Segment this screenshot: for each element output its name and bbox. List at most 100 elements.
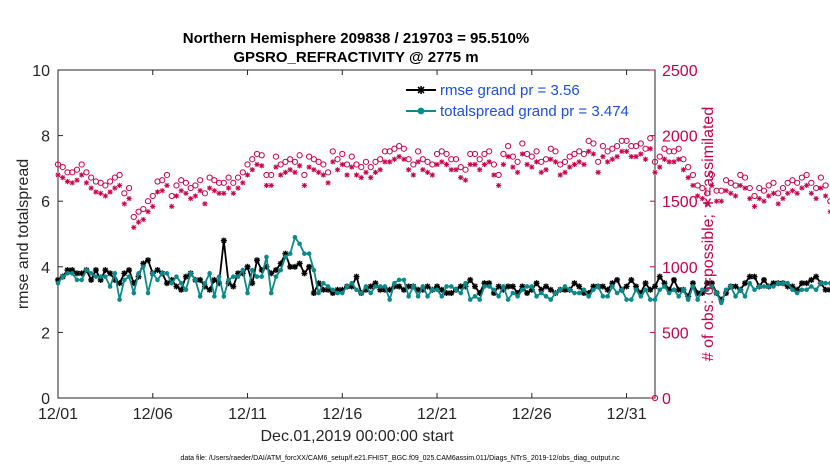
assimilated-obs-point [349,164,355,170]
possible-obs-point [249,156,256,163]
possible-obs-point [130,213,137,221]
assimilated-obs-point [334,167,341,173]
possible-obs-point [794,179,801,186]
rmse-point [296,260,303,267]
assimilated-obs-point [728,190,734,196]
possible-obs-point [741,174,749,181]
assimilated-obs-point [557,172,563,178]
assimilated-obs-point [249,167,255,173]
rmse-point [751,273,758,280]
assimilated-obs-point [353,172,360,178]
assimilated-obs-point [112,185,118,191]
assimilated-obs-point [443,161,450,168]
totalspread-point [548,297,554,302]
totalspread-point [197,294,203,299]
totalspread-point [169,280,175,286]
rmse-point [732,283,739,290]
y-axis-right-label: # of obs: o=possible; ∗=assimilated [700,107,717,361]
rmse-point [547,286,554,293]
rmse-point [291,263,298,270]
possible-obs-point [779,184,787,192]
rmse-point [576,283,583,290]
assimilated-obs-point [690,182,696,189]
possible-obs-point [708,171,715,179]
possible-obs-point [552,148,559,155]
possible-obs-point [291,158,299,165]
rmse-point [97,276,104,283]
totalspread-point [804,287,809,293]
possible-obs-point [78,161,85,168]
rmse-point [647,286,654,293]
rmse-point [704,280,711,287]
possible-obs-point [234,174,242,181]
totalspread-point [425,294,430,299]
y-tick-label: 4 [41,260,50,277]
assimilated-obs-point [88,185,94,191]
totalspread-point [392,280,397,286]
totalspread-point [240,267,246,273]
totalspread-point [681,287,686,293]
totalspread-point [159,271,165,276]
possible-obs-point [675,145,682,152]
totalspread-point [216,274,222,279]
totalspread-point [434,287,440,293]
assimilated-obs-point [543,167,549,173]
totalspread-point [591,287,596,293]
assimilated-obs-point [524,161,530,168]
possible-obs-point [391,145,398,152]
possible-obs-point [69,169,76,176]
assimilated-obs-point [581,161,587,168]
possible-obs-point [358,163,365,171]
x-axis-label: Dec.01,2019 00:00:00 start [260,428,454,445]
assimilated-obs-point [382,159,388,165]
assimilated-obs-point [235,185,241,191]
chart-title: Northern Hemisphere 209838 / 219703 = 95… [183,30,529,47]
assimilated-obs-point [207,185,213,191]
legend-box [400,79,645,121]
assimilated-obs-point [533,159,540,165]
assimilated-obs-point [486,159,492,165]
totalspread-point [249,267,255,273]
y-tick-label: 2 [41,325,50,342]
totalspread-point [74,277,80,283]
totalspread-point [112,271,118,276]
totalspread-point [268,290,274,296]
possible-obs-point [220,179,227,186]
assimilated-obs-point [676,156,682,162]
possible-obs-point [125,184,133,192]
rmse-point [107,270,114,277]
rmse-point [628,276,635,283]
assimilated-obs-point [785,190,791,196]
assimilated-obs-point [268,182,274,189]
rmse-point [467,276,474,283]
assimilated-obs-point [429,172,435,178]
assimilated-obs-point [818,185,824,191]
totalspread-point [790,287,795,293]
assimilated-obs-point [590,151,597,157]
rmse-point [400,286,407,293]
possible-obs-point [367,163,374,171]
possible-obs-point [405,156,412,163]
totalspread-point [524,284,530,289]
assimilated-obs-point [666,159,672,165]
possible-obs-point [609,145,616,152]
x-tick-label: 12/31 [607,406,647,423]
rmse-point [310,290,317,297]
possible-obs-point [613,142,621,150]
assimilated-obs-point [761,198,767,204]
totalspread-point [780,280,786,286]
x-tick-label: 12/01 [38,406,78,423]
rmse-point [746,273,753,280]
possible-obs-point [576,148,583,155]
possible-obs-point [353,161,360,168]
totalspread-point [690,284,696,289]
assimilated-obs-point [747,195,753,202]
possible-obs-point [746,184,753,192]
totalspread-point [174,274,179,279]
totalspread-point [420,284,426,289]
possible-obs-point [486,148,493,155]
possible-obs-point [547,145,554,152]
assimilated-obs-point [680,167,687,173]
totalspread-point [595,284,601,289]
totalspread-point [259,274,265,279]
